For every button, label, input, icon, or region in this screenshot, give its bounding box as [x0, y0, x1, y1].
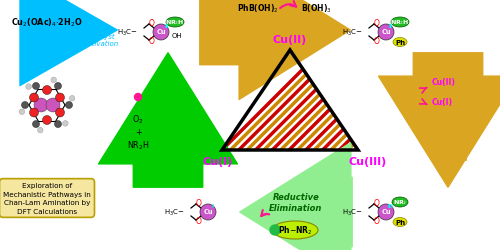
Ellipse shape [391, 18, 409, 28]
Circle shape [30, 94, 38, 102]
Circle shape [378, 204, 394, 220]
Circle shape [54, 121, 62, 128]
Text: Disproportionation: Disproportionation [458, 80, 468, 161]
Text: Cu: Cu [203, 208, 213, 214]
Circle shape [19, 110, 24, 115]
Text: NR$_2$: NR$_2$ [393, 198, 407, 206]
Text: B(OH)$_3$: B(OH)$_3$ [300, 3, 332, 15]
Circle shape [62, 121, 68, 127]
Text: O$_2$
+
NR$_2$H: O$_2$ + NR$_2$H [127, 113, 149, 152]
Text: O: O [196, 199, 202, 208]
Ellipse shape [392, 197, 408, 207]
Text: O: O [374, 20, 380, 28]
Text: O: O [149, 20, 155, 28]
Text: H$_3$C$-$: H$_3$C$-$ [342, 207, 363, 217]
Circle shape [46, 98, 60, 112]
Circle shape [42, 116, 51, 125]
Text: Cu$_2$(OAc)$_4$$\cdot$2H$_2$O: Cu$_2$(OAc)$_4$$\cdot$2H$_2$O [12, 17, 83, 29]
Text: O: O [374, 217, 380, 226]
Text: Cu(II): Cu(II) [273, 35, 307, 45]
Text: I: I [212, 204, 214, 209]
Circle shape [38, 128, 43, 134]
Text: H$_3$C$-$: H$_3$C$-$ [118, 28, 138, 38]
Text: Ph: Ph [395, 219, 405, 225]
Text: Reductive
Elimination: Reductive Elimination [270, 192, 322, 212]
Circle shape [270, 225, 280, 235]
Circle shape [70, 96, 75, 102]
Polygon shape [222, 51, 358, 150]
Text: O: O [149, 37, 155, 46]
Circle shape [54, 83, 62, 90]
Text: Transmetalation: Transmetalation [236, 18, 314, 26]
Circle shape [200, 204, 216, 220]
Text: Cu(III): Cu(III) [349, 156, 387, 166]
Circle shape [32, 83, 40, 90]
Text: Ph$-$NR$_2$: Ph$-$NR$_2$ [278, 224, 312, 236]
Text: O: O [374, 37, 380, 46]
Circle shape [32, 121, 40, 128]
Text: NR$_2$H: NR$_2$H [390, 18, 410, 27]
Text: Cu: Cu [381, 208, 390, 214]
Text: III: III [388, 204, 394, 209]
Text: II: II [389, 24, 393, 29]
Text: NR$_2$H: NR$_2$H [165, 18, 185, 27]
Text: Cu(II): Cu(II) [432, 78, 456, 87]
Text: Exploration of
Mechanistic Pathways in
Chan-Lam Amination by
DFT Calculations: Exploration of Mechanistic Pathways in C… [3, 182, 91, 214]
Ellipse shape [272, 221, 318, 239]
Text: Catalyst
Activation: Catalyst Activation [84, 33, 118, 46]
Circle shape [153, 25, 169, 41]
Text: H$_3$C$-$: H$_3$C$-$ [342, 28, 363, 38]
Ellipse shape [166, 18, 184, 28]
Circle shape [134, 94, 141, 101]
Circle shape [56, 108, 64, 118]
Text: OH: OH [172, 33, 182, 39]
Circle shape [66, 102, 72, 109]
Text: Cu(I): Cu(I) [432, 98, 453, 107]
Text: PhB(OH)$_2$: PhB(OH)$_2$ [237, 3, 279, 15]
Ellipse shape [393, 218, 407, 226]
Ellipse shape [393, 38, 407, 47]
Text: Catalyst
Regeneration: Catalyst Regeneration [142, 92, 162, 149]
Text: H$_3$C$-$: H$_3$C$-$ [164, 207, 185, 217]
Circle shape [51, 78, 57, 83]
Circle shape [56, 94, 64, 102]
Circle shape [378, 25, 394, 41]
Text: Cu(I): Cu(I) [203, 156, 233, 166]
Text: Cu: Cu [381, 29, 390, 35]
Circle shape [26, 84, 32, 90]
Circle shape [30, 108, 38, 118]
Circle shape [34, 98, 48, 112]
Circle shape [22, 102, 29, 109]
Text: O: O [196, 217, 202, 226]
Text: Ph: Ph [395, 40, 405, 46]
Text: O: O [374, 199, 380, 208]
Circle shape [42, 86, 51, 95]
Text: II: II [164, 24, 168, 29]
Text: Cu: Cu [156, 29, 166, 35]
